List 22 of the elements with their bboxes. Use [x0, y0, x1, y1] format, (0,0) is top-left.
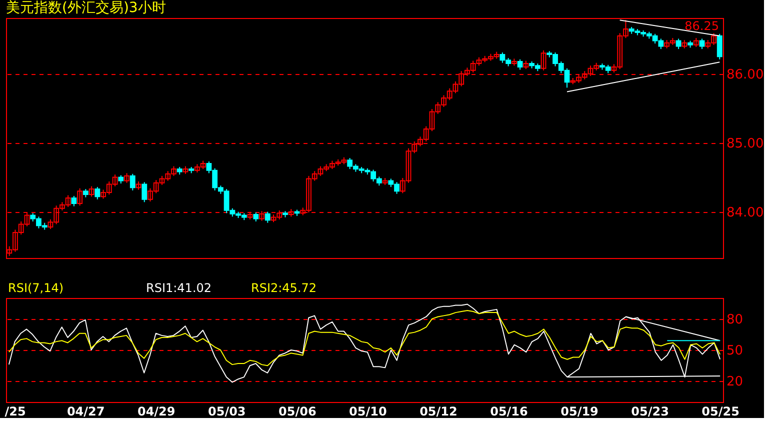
category-label: 05/10	[349, 404, 387, 418]
category-label: 05/03	[208, 404, 246, 418]
category-label: 04/27	[66, 404, 105, 418]
y-tick-label: 80	[726, 312, 744, 328]
annotation: 86.25	[684, 19, 719, 33]
category-label: 05/06	[278, 404, 316, 418]
category-label: 05/19	[560, 404, 598, 418]
category-label: 04/29	[137, 404, 176, 418]
y-tick-label: 86.00	[726, 67, 764, 82]
chart-subtitle: RSI(7,14)	[8, 281, 64, 295]
category-label: 05/25	[702, 404, 740, 418]
category-label: /25	[4, 404, 26, 418]
category-label: 05/23	[631, 404, 669, 418]
y-tick-label: 84.00	[726, 205, 764, 220]
category-label: 05/16	[490, 404, 528, 418]
text: RSI1:41.02	[146, 281, 212, 295]
y-tick-label: 85.00	[726, 136, 764, 152]
category-label: 05/12	[420, 404, 458, 418]
y-tick-label: 50	[726, 344, 744, 358]
chart-title: 美元指数(外汇交易)3小时	[6, 0, 166, 16]
text: RSI2:45.72	[251, 281, 317, 295]
y-tick-label: 20	[726, 374, 744, 390]
